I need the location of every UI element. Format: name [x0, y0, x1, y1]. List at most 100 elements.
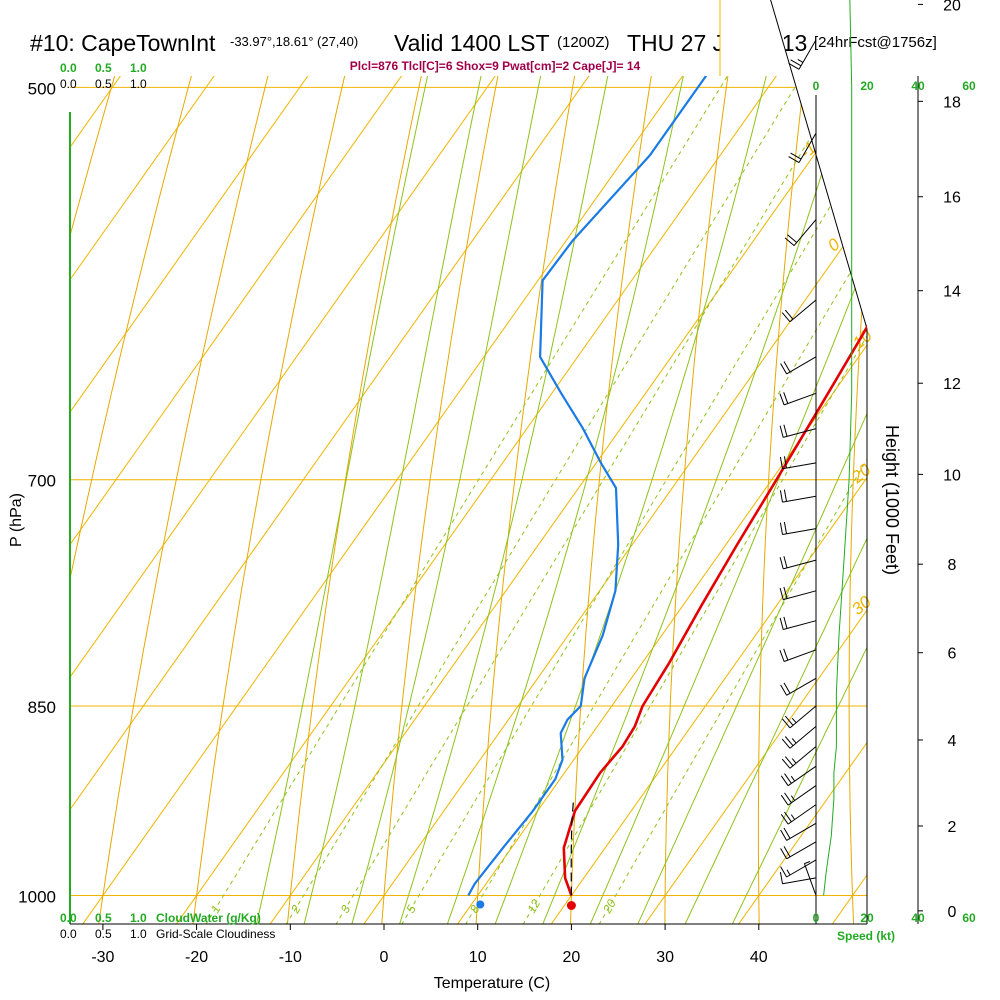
- moist-adiabat-line: [351, 76, 542, 924]
- isotherm-line: [363, 211, 867, 924]
- wind-barb-half-flag: [791, 758, 797, 764]
- speed-tick-top-60: 60: [962, 79, 976, 93]
- wind-barb: [781, 705, 817, 729]
- cloudwater-tick-1: 0.5: [95, 61, 112, 75]
- dry-adiabat-line: [286, 76, 422, 924]
- speed-tick-top-20: 20: [860, 79, 874, 93]
- moist-adiabat-line: [446, 76, 684, 924]
- valid-time: Valid 1400 LST: [394, 30, 550, 56]
- wind-barb: [803, 861, 817, 896]
- pressure-tick-label: 500: [28, 79, 56, 98]
- x-tick-label: -10: [279, 949, 302, 966]
- wind-barb: [779, 586, 817, 601]
- wind-barb-flag: [783, 424, 788, 437]
- wind-barb: [779, 648, 817, 662]
- wind-barb-flag: [779, 393, 785, 406]
- dry-adiabat-line: [664, 76, 729, 924]
- dry-adiabat-line: [70, 76, 116, 238]
- wind-barb-staff: [787, 765, 817, 787]
- wind-barb-flag: [784, 773, 792, 784]
- wind-barb-flag: [783, 827, 791, 839]
- wind-barb-staff: [787, 804, 817, 825]
- height-tick-label: 10: [943, 467, 961, 484]
- wind-barb-flag: [779, 425, 784, 438]
- wind-barb: [780, 859, 817, 878]
- wind-barb: [780, 804, 817, 825]
- wind-barb-staff: [782, 528, 817, 535]
- wind-barb-flag: [779, 650, 785, 662]
- isotherm-line: [175, 76, 777, 924]
- wind-barb-flag: [780, 775, 789, 786]
- upper-right-mask: [720, 0, 867, 329]
- wind-barb-flag: [779, 871, 783, 884]
- height-tick-label: 4: [948, 733, 957, 750]
- height-tick-label: 2: [948, 819, 957, 836]
- station-title: #10: CapeTownInt: [30, 30, 216, 56]
- wind-barb-flag: [779, 490, 783, 503]
- wind-barb-staff: [798, 132, 817, 163]
- wind-barb-staff: [798, 39, 817, 70]
- moist-adiabat-line: [256, 76, 429, 924]
- wind-barb-flag: [780, 866, 788, 878]
- wind-barb: [780, 356, 817, 375]
- height-tick-label: 12: [943, 376, 961, 393]
- dry-adiabat-line: [70, 76, 192, 582]
- cloudwater-tick-2: 1.0: [130, 61, 147, 75]
- wind-barb-staff: [783, 428, 817, 438]
- pressure-tick-label: 700: [28, 472, 56, 491]
- x-tick-label: -30: [91, 949, 114, 966]
- dry-adiabat-line: [475, 76, 576, 924]
- moist-adiabat-line: [684, 537, 867, 924]
- dry-adiabat-line: [570, 76, 652, 924]
- wind-barb-staff: [789, 705, 817, 729]
- wind-barb: [779, 556, 817, 570]
- pressure-tick-label: 1000: [18, 888, 56, 907]
- wind-barb-flag: [779, 587, 784, 600]
- wind-barb-staff: [782, 495, 817, 503]
- wind-barb-flag: [781, 738, 791, 749]
- skew-boundary: [770, 0, 868, 329]
- wind-barb-flag: [783, 682, 791, 694]
- speed-tick-bottom-40: 40: [911, 911, 925, 925]
- cloud-legend-bottom: 0.0 0.5 1.0 CloudWater (g/Kg) 0.0 0.5 1.…: [60, 911, 275, 941]
- wind-barb-flag: [783, 616, 788, 629]
- wind-barb-flag: [784, 736, 794, 747]
- isotherm-line: [70, 76, 496, 678]
- wind-barb-flag: [780, 829, 788, 841]
- wind-barb-half-flag: [791, 717, 797, 724]
- wind-barb-flag: [783, 846, 791, 858]
- mixing-ratio-line: [465, 243, 867, 924]
- wind-barb-staff: [793, 219, 817, 246]
- mixing-ratio-label: 2: [288, 902, 304, 916]
- wind-barb-staff: [786, 356, 817, 375]
- isotherm-line: [550, 476, 867, 924]
- isotherm-line: [70, 76, 215, 281]
- wind-barb-staff: [783, 590, 817, 601]
- wind-barb-staff: [786, 841, 817, 860]
- height-tick-label: 8: [948, 557, 957, 574]
- zulu-time: (1200Z): [557, 34, 610, 51]
- isotherm-line: [644, 609, 867, 924]
- speed-axis: 0 20 40 60 0 20 40 60 Speed (kt): [813, 79, 976, 943]
- wind-barb-staff: [782, 877, 817, 885]
- wind-speed-profile: [823, 0, 853, 896]
- wind-barb-flag: [780, 363, 788, 375]
- isotherm-line: [0, 0, 590, 952]
- wind-barb: [784, 219, 817, 246]
- speed-tick-bottom-60: 60: [962, 911, 976, 925]
- dewpoint-profile: [467, 76, 708, 897]
- isotherm-line: [82, 76, 684, 924]
- wind-barb-flag: [784, 756, 794, 767]
- mixing-ratio-line: [401, 144, 867, 924]
- wind-barb: [779, 489, 817, 503]
- axes: -30 -20 -10 0 10 20 30 40 2 5 0 30 0 40 0 500 700 850 1000…: [18, 0, 961, 966]
- x-tick-label: -20: [185, 949, 208, 966]
- wind-barb: [779, 616, 817, 630]
- wind-barb: [781, 746, 817, 769]
- wind-barb-staff: [789, 299, 817, 323]
- cloudwater-label: CloudWater (g/Kg): [156, 911, 261, 925]
- isotherm-line: [70, 76, 309, 414]
- wind-barb-half-flag: [786, 869, 791, 876]
